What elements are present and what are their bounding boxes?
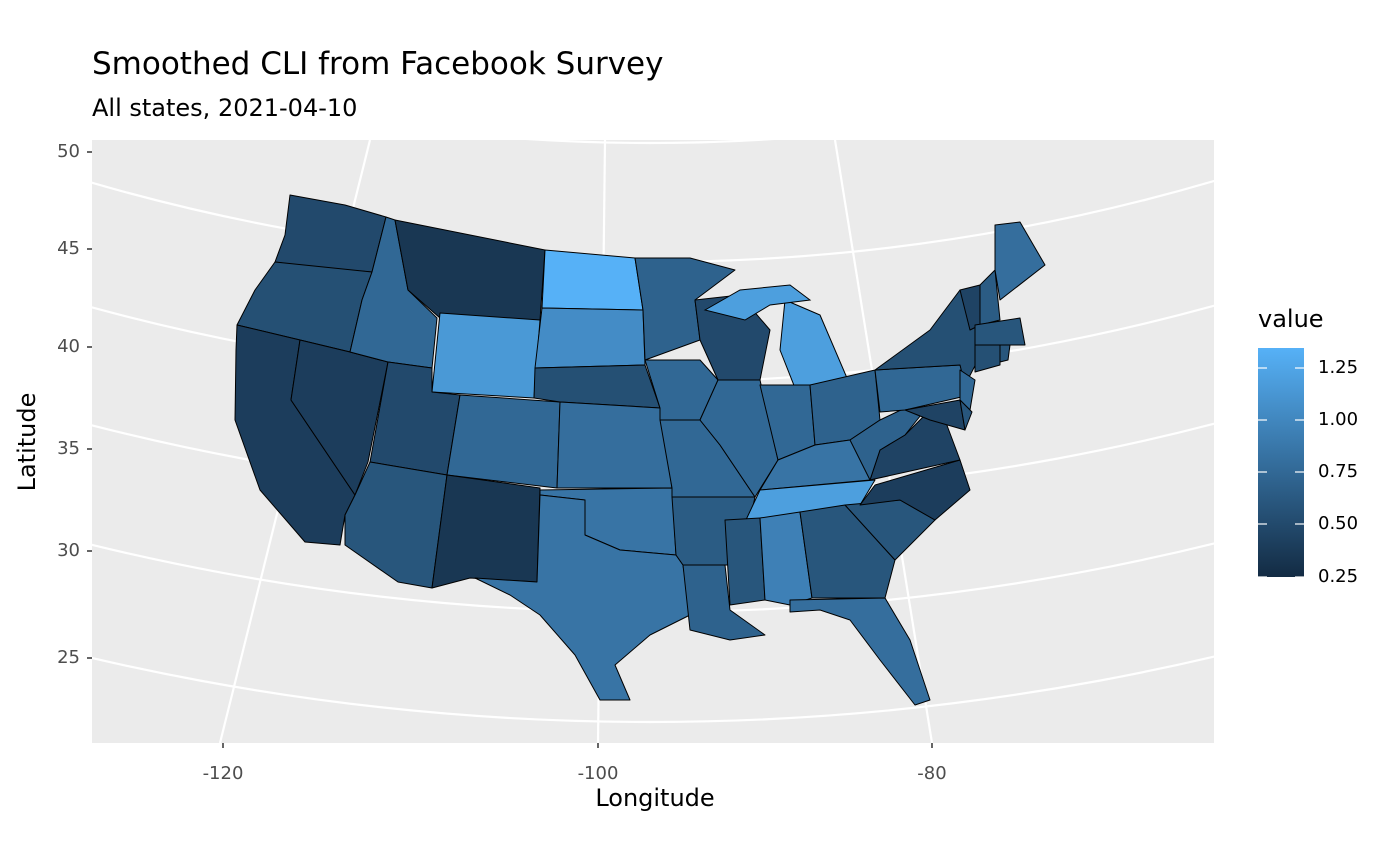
latitude-gridline [92, 654, 1214, 723]
state-ma [974, 317, 1026, 346]
x-tick-label: -100 [577, 763, 619, 784]
y-tick-label: 45 [57, 238, 80, 259]
state-la [682, 564, 766, 641]
y-tick-label: 50 [57, 141, 80, 162]
state-ga [799, 504, 896, 599]
axis-ticks [87, 151, 933, 748]
y-tick-label: 35 [57, 438, 80, 459]
legend-label: 1.00 [1318, 409, 1359, 430]
legend-colorbar [1258, 348, 1304, 577]
state-tx [474, 494, 691, 701]
y-tick-label: 30 [57, 540, 80, 561]
legend-title: value [1258, 305, 1324, 333]
state-ct [974, 344, 1001, 373]
state-wy [431, 312, 541, 399]
legend-label: 1.25 [1318, 357, 1359, 378]
latitude-gridline [531, 140, 769, 144]
chart-title: Smoothed CLI from Facebook Survey [92, 46, 664, 82]
y-tick-label: 25 [57, 647, 80, 668]
state-de [959, 399, 973, 431]
state-sd [534, 307, 646, 369]
state-nc [859, 459, 971, 521]
state-ms [724, 517, 766, 606]
state-me [994, 221, 1046, 301]
state-ri [999, 344, 1011, 363]
state-wv [849, 407, 926, 481]
state-nm [431, 474, 541, 589]
x-tick-label: -120 [202, 763, 244, 784]
states-layer [234, 194, 1046, 706]
state-ks [556, 401, 673, 489]
chart-subtitle: All states, 2021-04-10 [92, 94, 358, 122]
state-co [446, 394, 561, 489]
y-tick-label: 40 [57, 336, 80, 357]
x-axis-title: Longitude [595, 784, 715, 812]
state-il [699, 379, 779, 498]
legend-label: 0.25 [1318, 566, 1359, 587]
state-nd [541, 249, 644, 311]
legend-ticks [1258, 367, 1304, 578]
legend-label: 0.50 [1318, 513, 1359, 534]
state-mi-upper [703, 284, 812, 321]
y-axis-title: Latitude [13, 392, 41, 492]
legend-label: 0.75 [1318, 461, 1359, 482]
x-tick-label: -80 [917, 763, 947, 784]
state-fl [789, 597, 931, 706]
state-nh [979, 269, 1001, 326]
